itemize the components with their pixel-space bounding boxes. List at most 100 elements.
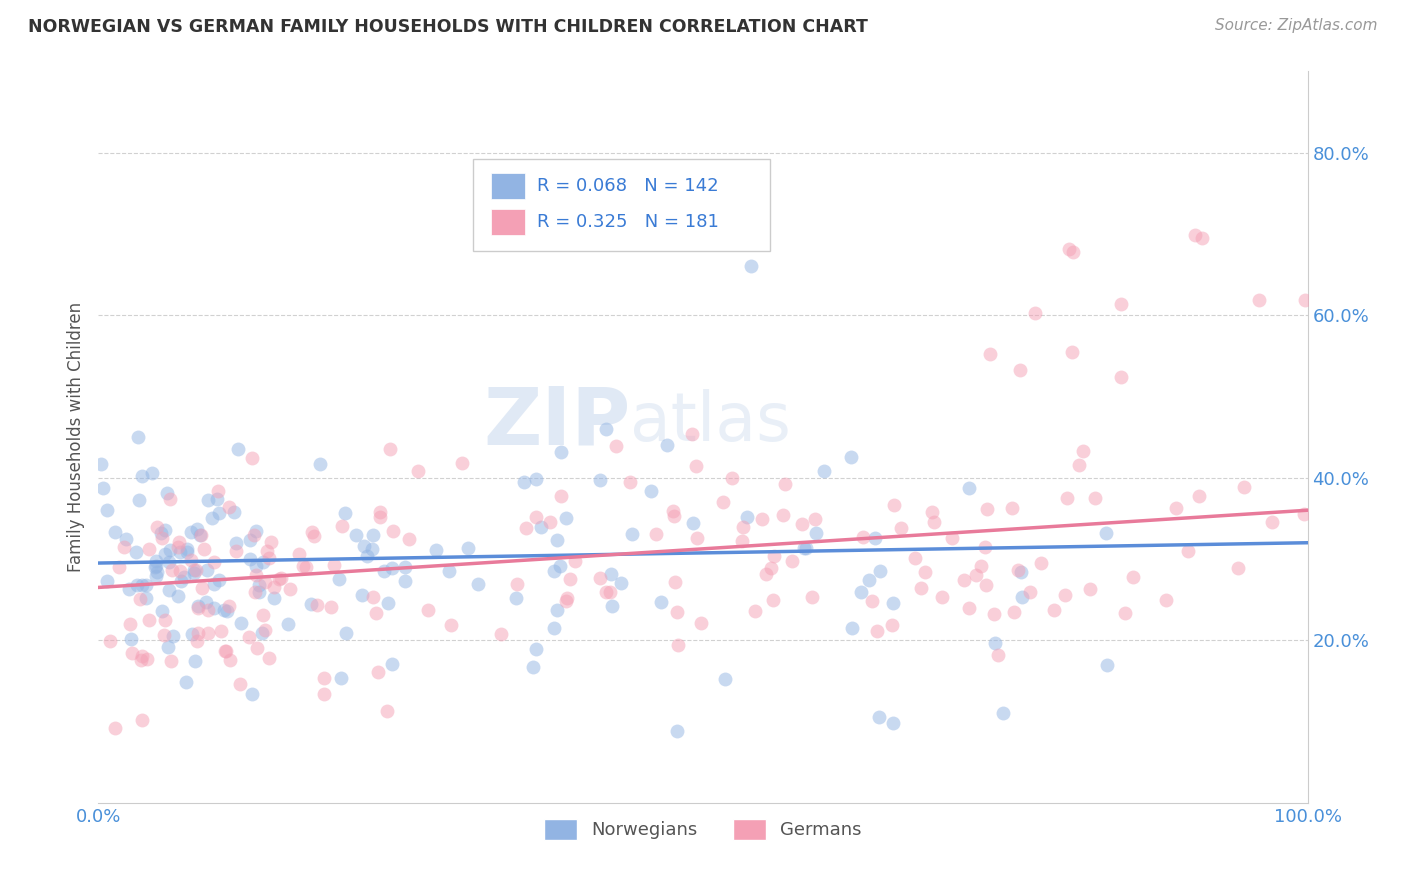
Point xyxy=(546,533,568,547)
Point xyxy=(868,710,890,724)
Point xyxy=(162,563,184,577)
Point xyxy=(229,677,252,691)
Point xyxy=(243,584,266,599)
Point xyxy=(605,439,627,453)
Point xyxy=(309,458,332,472)
Point xyxy=(373,564,395,578)
Point xyxy=(381,657,404,672)
Point xyxy=(169,564,191,578)
Point xyxy=(253,574,276,589)
Point xyxy=(762,593,785,607)
Point xyxy=(120,632,142,646)
Point xyxy=(793,541,815,556)
Point xyxy=(772,508,794,523)
Point xyxy=(662,504,685,518)
Point xyxy=(156,640,179,654)
Point xyxy=(218,599,240,613)
Point xyxy=(751,511,773,525)
Point xyxy=(931,590,953,604)
Point xyxy=(219,653,242,667)
Point xyxy=(312,671,335,685)
Point xyxy=(129,592,152,607)
Point xyxy=(1069,458,1091,473)
Point xyxy=(538,515,561,529)
Point xyxy=(1111,297,1133,311)
Point xyxy=(173,570,195,584)
Point xyxy=(599,585,621,599)
Point xyxy=(914,565,936,579)
Point xyxy=(382,524,405,539)
Point xyxy=(361,591,384,605)
Point xyxy=(957,601,980,615)
Point xyxy=(169,545,191,559)
Point xyxy=(218,500,240,514)
Point xyxy=(600,567,623,582)
Point xyxy=(595,585,617,599)
Point xyxy=(740,260,762,274)
Point xyxy=(941,531,963,545)
Point xyxy=(1177,543,1199,558)
Point xyxy=(242,687,264,701)
Point xyxy=(1084,491,1107,506)
Point xyxy=(491,627,513,641)
Point xyxy=(451,456,474,470)
Point xyxy=(377,596,399,610)
Point xyxy=(515,521,537,535)
Point xyxy=(979,347,1001,361)
Point xyxy=(167,535,190,549)
Point xyxy=(174,675,197,690)
Point xyxy=(686,531,709,545)
Point xyxy=(180,553,202,567)
Point xyxy=(522,659,544,673)
Point xyxy=(207,483,229,498)
Point xyxy=(381,561,404,575)
Point xyxy=(301,525,323,540)
Point xyxy=(554,594,576,608)
Point xyxy=(239,552,262,566)
Point xyxy=(744,604,766,618)
Point xyxy=(96,574,118,588)
Point xyxy=(440,618,463,632)
Point xyxy=(127,577,149,591)
Point xyxy=(202,577,225,591)
Point xyxy=(1109,369,1132,384)
Point xyxy=(681,426,703,441)
Point xyxy=(564,553,586,567)
Point xyxy=(104,525,127,540)
Point xyxy=(156,485,179,500)
Point xyxy=(323,558,346,572)
Point xyxy=(1011,591,1033,605)
Point xyxy=(121,646,143,660)
Point xyxy=(114,533,136,547)
Point xyxy=(987,648,1010,663)
Point xyxy=(195,595,218,609)
Point xyxy=(952,574,974,588)
Point xyxy=(600,599,623,613)
Point xyxy=(762,549,785,563)
Point xyxy=(245,568,267,582)
Point xyxy=(644,527,666,541)
Point xyxy=(184,654,207,668)
Point xyxy=(1233,480,1256,494)
Point xyxy=(804,511,827,525)
Point xyxy=(1024,306,1046,320)
Point xyxy=(252,556,274,570)
Point xyxy=(543,621,565,635)
Point xyxy=(129,653,152,667)
Point xyxy=(263,580,285,594)
Point xyxy=(157,555,180,569)
Bar xyxy=(492,209,526,235)
Point xyxy=(782,554,804,568)
Point xyxy=(136,651,159,665)
Point xyxy=(127,430,149,444)
Point xyxy=(467,577,489,591)
Point xyxy=(664,509,686,524)
Point xyxy=(664,574,686,589)
Point xyxy=(145,568,167,582)
Point xyxy=(910,581,932,595)
Point xyxy=(201,511,224,525)
Point xyxy=(904,550,927,565)
Point xyxy=(292,558,315,573)
Point xyxy=(162,630,184,644)
Point xyxy=(1188,490,1211,504)
